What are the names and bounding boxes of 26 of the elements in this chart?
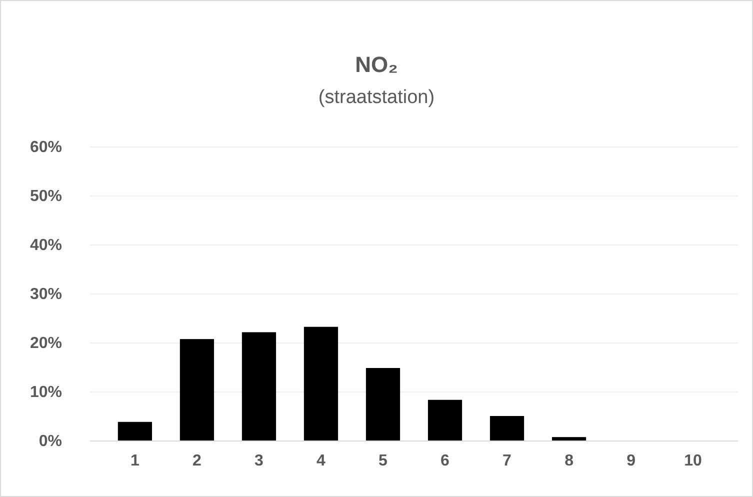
x-tick-label: 6 xyxy=(440,452,450,470)
x-tick-label: 2 xyxy=(192,452,202,470)
x-tick-label: 3 xyxy=(254,452,264,470)
y-tick-label: 0% xyxy=(38,433,62,450)
bar xyxy=(180,339,214,441)
x-tick-label: 4 xyxy=(316,452,326,470)
bar xyxy=(490,416,524,441)
y-tick-label: 40% xyxy=(30,237,62,254)
bar xyxy=(118,422,152,441)
y-tick-label: 10% xyxy=(30,384,62,402)
bar xyxy=(428,400,462,441)
x-tick-label: 10 xyxy=(684,452,702,470)
y-tick-label: 20% xyxy=(30,335,62,352)
x-tick-label: 1 xyxy=(130,452,140,470)
bar xyxy=(242,332,276,441)
chart-title: NO₂ xyxy=(355,52,398,77)
chart-subtitle: (straatstation) xyxy=(318,87,435,108)
x-tick-label: 5 xyxy=(378,452,388,470)
bar xyxy=(304,326,338,441)
bar xyxy=(366,368,400,441)
x-tick-label: 8 xyxy=(564,452,574,470)
y-tick-label: 50% xyxy=(30,188,62,206)
x-tick-label: 7 xyxy=(502,452,512,470)
y-tick-label: 30% xyxy=(30,286,62,304)
x-tick-label: 9 xyxy=(626,452,636,470)
y-tick-label: 60% xyxy=(30,139,62,156)
